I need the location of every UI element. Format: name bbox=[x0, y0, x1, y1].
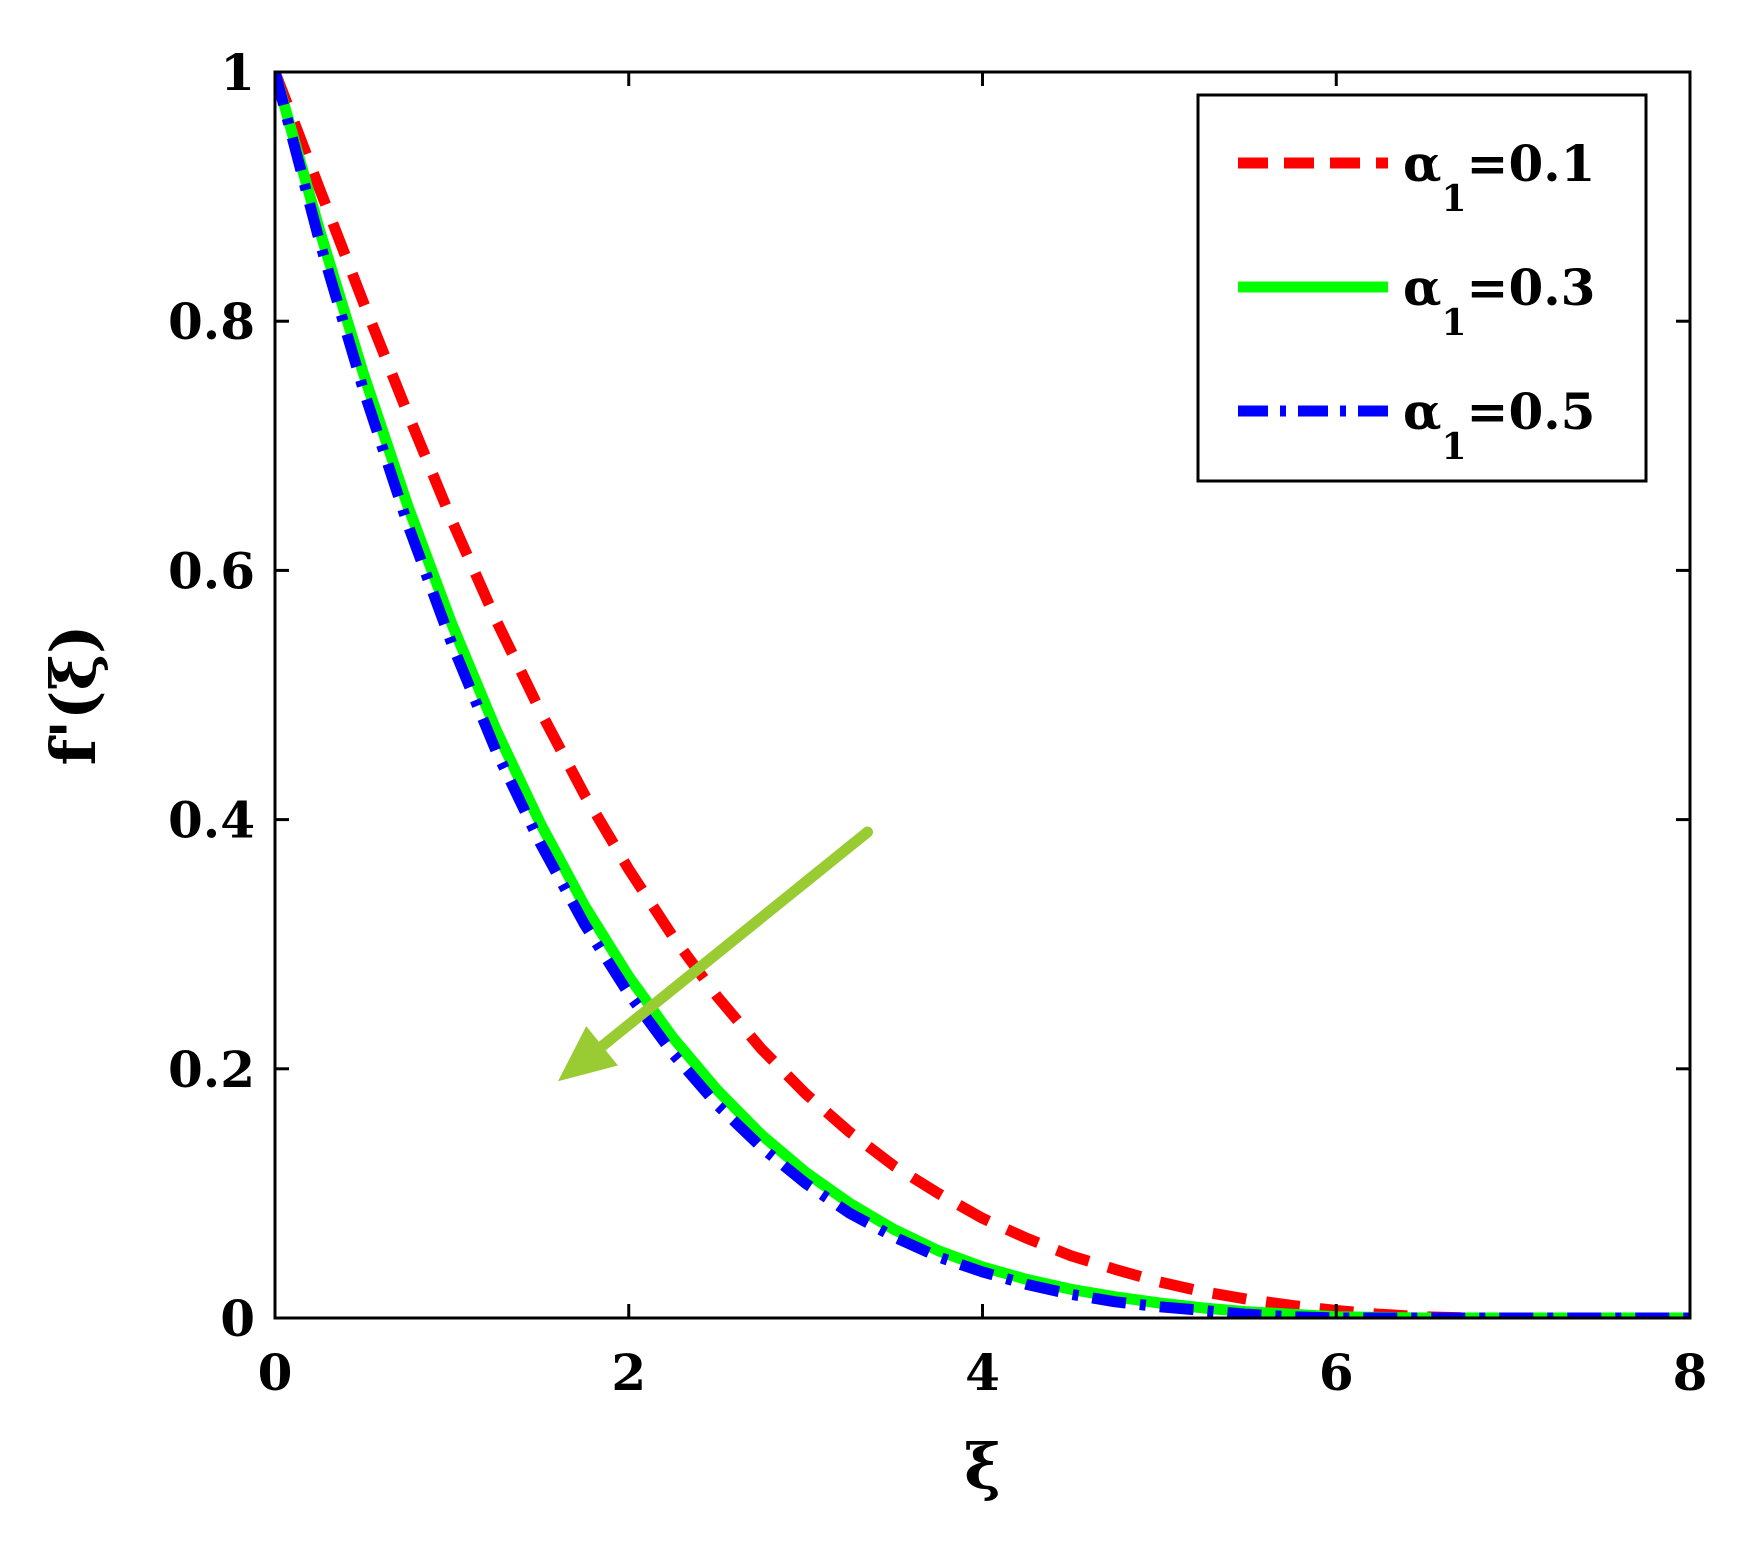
y-tick-label: 0.8 bbox=[168, 292, 255, 351]
y-tick-label: 0.6 bbox=[168, 541, 255, 600]
tick-labels: 0 2 4 6 8 0 0.2 0.4 0.6 0.8 1 bbox=[168, 43, 1707, 1402]
x-tick-label: 6 bbox=[1319, 1343, 1354, 1402]
x-tick-label: 0 bbox=[258, 1343, 293, 1402]
y-tick-label: 1 bbox=[220, 43, 255, 102]
x-axis-label: ξ bbox=[964, 1430, 1001, 1503]
annotation-arrow bbox=[558, 826, 874, 1082]
legend-label-3: α1=0.5 bbox=[1403, 382, 1595, 468]
legend-label-2: α1=0.3 bbox=[1403, 258, 1595, 344]
arrow-shaft bbox=[570, 826, 874, 1073]
y-axis-label: f'(ξ) bbox=[37, 624, 110, 765]
y-tick-label: 0.2 bbox=[168, 1040, 255, 1099]
y-tick-label: 0 bbox=[220, 1289, 255, 1348]
legend-label-1: α1=0.1 bbox=[1403, 134, 1595, 220]
axis-ticks bbox=[273, 70, 1692, 1320]
x-tick-label: 4 bbox=[965, 1343, 1000, 1402]
x-tick-label: 2 bbox=[611, 1343, 646, 1402]
y-tick-label: 0.4 bbox=[168, 791, 255, 850]
x-tick-label: 8 bbox=[1673, 1343, 1708, 1402]
arrow-head bbox=[558, 1026, 618, 1082]
legend: α1=0.1 α1=0.3 α1=0.5 bbox=[1196, 93, 1648, 483]
